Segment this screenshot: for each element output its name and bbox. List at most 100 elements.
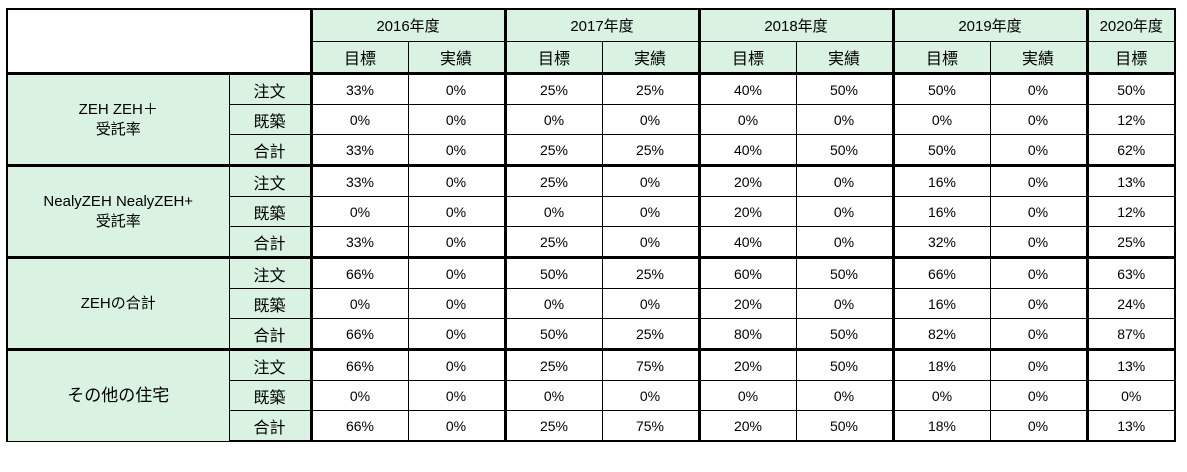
value-cell: 25% — [503, 226, 603, 258]
value-cell: 50% — [891, 134, 991, 166]
value-cell: 66% — [309, 410, 409, 442]
table-row: 合計 66% 0% 25% 75% 20% 50% 18% 0% 13% — [7, 410, 1176, 442]
table-row: ZEH ZEH＋ 受託率 注文 33% 0% 25% 25% 40% 50% 5… — [6, 72, 1176, 166]
value-cell: 0% — [989, 134, 1088, 166]
target-header: 目標 — [503, 41, 603, 74]
year-header-2019: 2019年度 — [891, 8, 1088, 42]
value-cell: 0% — [503, 288, 603, 319]
group-label-line1: その他の住宅 — [67, 385, 170, 405]
value-cell: 66% — [309, 318, 409, 350]
value-cell: 0% — [309, 104, 409, 135]
value-cell: 0% — [601, 164, 700, 197]
value-cell: 25% — [601, 256, 700, 289]
group-label-line2: 受託率 — [95, 120, 141, 138]
year-header-2020: 2020年度 — [1085, 8, 1176, 42]
value-cell: 80% — [697, 318, 797, 350]
value-cell: 50% — [795, 348, 894, 381]
value-cell: 0% — [503, 380, 603, 411]
value-cell: 33% — [309, 72, 409, 105]
year-header-2016: 2016年度 — [309, 8, 506, 42]
value-cell: 0% — [407, 288, 506, 319]
value-cell: 0% — [407, 256, 506, 289]
target-header: 目標 — [1085, 41, 1176, 74]
value-cell: 0% — [407, 410, 506, 442]
sub-label: 注文 — [228, 72, 312, 105]
value-cell: 25% — [601, 72, 700, 105]
value-cell: 0% — [407, 104, 506, 135]
actual-header: 実績 — [407, 41, 506, 74]
table-row: 合計 33% 0% 25% 0% 40% 0% 32% 0% 25% — [7, 226, 1176, 258]
value-cell: 0% — [989, 288, 1088, 319]
value-cell: 87% — [1085, 318, 1176, 350]
value-cell: 0% — [503, 196, 603, 227]
value-cell: 0% — [989, 410, 1088, 442]
group-label-zeh-total: ZEHの合計 — [6, 256, 230, 350]
value-cell: 50% — [795, 318, 894, 350]
value-cell: 50% — [795, 256, 894, 289]
sub-label: 合計 — [228, 410, 312, 442]
value-cell: 16% — [891, 164, 991, 197]
sub-label: 合計 — [228, 134, 312, 166]
table-row: ZEHの合計 注文 66% 0% 50% 25% 60% 50% 66% 0% … — [6, 256, 1176, 350]
value-cell: 60% — [697, 256, 797, 289]
value-cell: 24% — [1085, 288, 1176, 319]
actual-header: 実績 — [795, 41, 894, 74]
value-cell: 0% — [697, 380, 797, 411]
value-cell: 12% — [1085, 196, 1176, 227]
table-row: 合計 66% 0% 50% 25% 80% 50% 82% 0% 87% — [7, 318, 1176, 350]
value-cell: 0% — [601, 380, 700, 411]
sub-label: 注文 — [228, 348, 312, 381]
group-label-zeh: ZEH ZEH＋ 受託率 — [6, 72, 230, 166]
value-cell: 0% — [309, 380, 409, 411]
year-header-2018: 2018年度 — [697, 8, 894, 42]
group-label-nearlyzeh: NealyZEH NealyZEH+ 受託率 — [6, 164, 230, 258]
value-cell: 0% — [407, 348, 506, 381]
value-cell: 0% — [407, 380, 506, 411]
value-cell: 20% — [697, 288, 797, 319]
value-cell: 0% — [989, 318, 1088, 350]
target-header: 目標 — [697, 41, 797, 74]
year-header-2017: 2017年度 — [503, 8, 700, 42]
value-cell: 0% — [989, 196, 1088, 227]
value-cell: 13% — [1085, 410, 1176, 442]
table-row: 合計 33% 0% 25% 25% 40% 50% 50% 0% 62% — [7, 134, 1176, 166]
value-cell: 50% — [795, 410, 894, 442]
value-cell: 25% — [503, 164, 603, 197]
value-cell: 0% — [601, 196, 700, 227]
value-cell: 0% — [989, 72, 1088, 105]
sub-label: 既築 — [228, 288, 312, 319]
value-cell: 0% — [795, 196, 894, 227]
value-cell: 32% — [891, 226, 991, 258]
actual-header: 実績 — [989, 41, 1088, 74]
value-cell: 0% — [407, 134, 506, 166]
sub-label: 既築 — [228, 380, 312, 411]
value-cell: 0% — [407, 318, 506, 350]
sub-label: 注文 — [228, 256, 312, 289]
value-cell: 50% — [503, 318, 603, 350]
value-cell: 75% — [601, 410, 700, 442]
value-cell: 25% — [503, 72, 603, 105]
target-header: 目標 — [309, 41, 409, 74]
table-row: NealyZEH NealyZEH+ 受託率 注文 33% 0% 25% 0% … — [6, 164, 1176, 258]
value-cell: 25% — [503, 348, 603, 381]
value-cell: 40% — [697, 134, 797, 166]
target-header: 目標 — [891, 41, 991, 74]
value-cell: 12% — [1085, 104, 1176, 135]
value-cell: 0% — [989, 348, 1088, 381]
value-cell: 13% — [1085, 164, 1176, 197]
value-cell: 0% — [407, 196, 506, 227]
value-cell: 0% — [891, 104, 991, 135]
value-cell: 0% — [989, 104, 1088, 135]
actual-header: 実績 — [601, 41, 700, 74]
group-label-other-housing: その他の住宅 — [6, 348, 230, 442]
table-row: 既築 0% 0% 0% 0% 0% 0% 0% 0% 12% — [7, 104, 1176, 135]
value-cell: 0% — [601, 288, 700, 319]
value-cell: 20% — [697, 410, 797, 442]
value-cell: 50% — [891, 72, 991, 105]
zeh-rate-table: 2016年度 2017年度 2018年度 2019年度 2020年度 目標 実績… — [6, 8, 1176, 442]
value-cell: 20% — [697, 196, 797, 227]
value-cell: 0% — [795, 288, 894, 319]
value-cell: 25% — [601, 318, 700, 350]
value-cell: 0% — [989, 380, 1088, 411]
value-cell: 25% — [601, 134, 700, 166]
